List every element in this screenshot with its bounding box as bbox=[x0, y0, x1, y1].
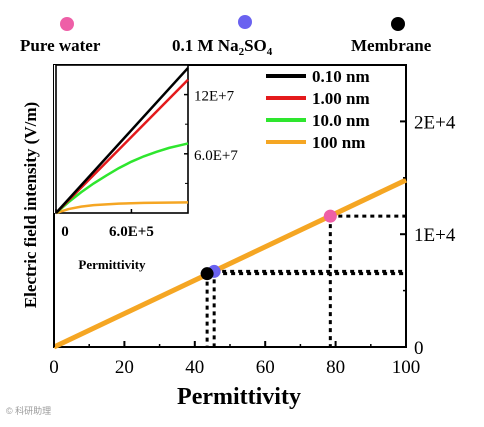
legend-dot-pure-water bbox=[60, 17, 74, 31]
main-y-ticks: 0 1E+4 2E+4 bbox=[400, 112, 456, 359]
main-guides bbox=[205, 214, 406, 347]
inset-x-tick-label-0: 0 bbox=[61, 224, 69, 240]
x-tick-label-80: 80 bbox=[326, 357, 345, 378]
inset-legend-label-1-00-nm: 1.00 nm bbox=[312, 89, 370, 108]
inset-legend-label-10-0-nm: 10.0 nm bbox=[312, 111, 370, 130]
legend-label-membrane: Membrane bbox=[351, 36, 432, 55]
inset-series-line-10-0-nm bbox=[55, 142, 189, 214]
inset-plot-frame bbox=[55, 64, 189, 214]
marker-point-2 bbox=[200, 267, 214, 281]
inset-series-line-100-nm bbox=[55, 201, 189, 215]
x-tick-label-100: 100 bbox=[392, 357, 421, 378]
na2so4-sub-2: 4 bbox=[267, 46, 273, 58]
inset-x-tick-label-6-0e-5: 6.0E+5 bbox=[109, 224, 154, 240]
x-tick-label-60: 60 bbox=[256, 357, 275, 378]
series-line-100-nm bbox=[52, 177, 408, 350]
y-tick-label-1e-4: 1E+4 bbox=[414, 225, 456, 246]
na2so4-part-2: SO bbox=[244, 36, 267, 55]
inset-legend-label-0-10-nm: 0.10 nm bbox=[312, 67, 370, 86]
inset-y-tick-label-6-0e-7: 6.0E+7 bbox=[194, 148, 238, 164]
inset-x-ticks: 0 6.0E+5 bbox=[55, 209, 154, 240]
inset-y-ticks: 6.0E+7 12E+7 bbox=[184, 89, 238, 184]
inset-legend-label-100-nm: 100 nm bbox=[312, 133, 365, 152]
na2so4-sub-1: 2 bbox=[239, 46, 245, 58]
inset-legend: 0.10 nm 1.00 nm 10.0 nm 100 nm bbox=[266, 67, 370, 152]
y-tick-label-2e-4: 2E+4 bbox=[414, 112, 456, 133]
inset-background bbox=[54, 65, 188, 213]
legend-dot-membrane bbox=[391, 17, 405, 31]
legend-dot-na2so4 bbox=[238, 15, 252, 29]
main-x-axis-label: Permittivity bbox=[177, 384, 301, 410]
x-tick-label-0: 0 bbox=[49, 357, 59, 378]
legend-label-na2so4: 0.1 M Na2SO4 bbox=[172, 36, 273, 58]
legend-label-pure-water: Pure water bbox=[20, 36, 101, 55]
main-markers bbox=[200, 209, 337, 281]
x-tick-label-20: 20 bbox=[115, 357, 134, 378]
na2so4-part-1: 0.1 M Na bbox=[172, 36, 239, 55]
inset-x-axis-label: Permittivity bbox=[78, 257, 146, 272]
main-series bbox=[52, 177, 408, 350]
main-y-axis-label: Electric field intensity (V/m) bbox=[21, 102, 40, 308]
top-legend: Pure water 0.1 M Na2SO4 Membrane bbox=[20, 15, 432, 58]
main-x-ticks: 0 20 40 60 80 100 bbox=[49, 341, 420, 378]
inset-y-tick-label-12e-7: 12E+7 bbox=[194, 89, 235, 105]
y-tick-label-0: 0 bbox=[414, 338, 424, 359]
inset-series-line-0-10-nm bbox=[55, 67, 189, 214]
inset-series-line-1-00-nm bbox=[55, 78, 189, 214]
inset-series bbox=[55, 67, 189, 215]
watermark-text: © 科研助理 bbox=[6, 406, 52, 416]
marker-point-0 bbox=[323, 209, 337, 223]
x-tick-label-40: 40 bbox=[185, 357, 204, 378]
